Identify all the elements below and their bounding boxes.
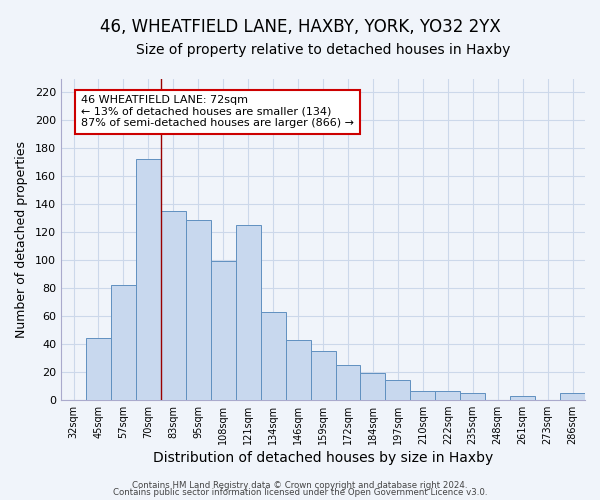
Bar [86, 338, 111, 400]
X-axis label: Distribution of detached houses by size in Haxby: Distribution of detached houses by size … [153, 451, 493, 465]
Bar [560, 392, 585, 400]
Bar [236, 225, 260, 400]
Bar [311, 351, 335, 400]
Text: Contains HM Land Registry data © Crown copyright and database right 2024.: Contains HM Land Registry data © Crown c… [132, 480, 468, 490]
Bar [211, 262, 236, 400]
Bar [186, 220, 211, 400]
Text: 46 WHEATFIELD LANE: 72sqm
← 13% of detached houses are smaller (134)
87% of semi: 46 WHEATFIELD LANE: 72sqm ← 13% of detac… [81, 96, 354, 128]
Bar [361, 373, 385, 400]
Bar [436, 392, 460, 400]
Y-axis label: Number of detached properties: Number of detached properties [15, 140, 28, 338]
Bar [260, 312, 286, 400]
Text: Contains public sector information licensed under the Open Government Licence v3: Contains public sector information licen… [113, 488, 487, 497]
Bar [161, 211, 186, 400]
Text: 46, WHEATFIELD LANE, HAXBY, YORK, YO32 2YX: 46, WHEATFIELD LANE, HAXBY, YORK, YO32 2… [100, 18, 500, 36]
Bar [510, 396, 535, 400]
Bar [286, 340, 311, 400]
Bar [460, 392, 485, 400]
Bar [385, 380, 410, 400]
Bar [335, 365, 361, 400]
Bar [410, 392, 436, 400]
Bar [136, 160, 161, 400]
Title: Size of property relative to detached houses in Haxby: Size of property relative to detached ho… [136, 42, 510, 56]
Bar [111, 285, 136, 400]
